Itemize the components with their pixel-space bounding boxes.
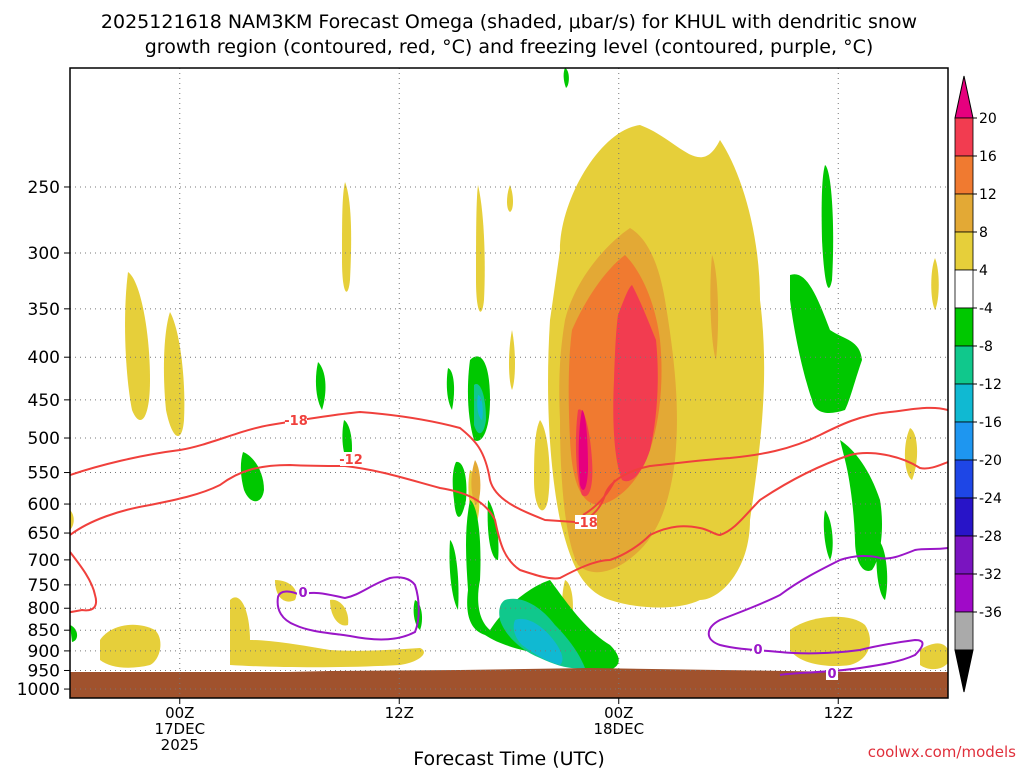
y-tick-label-650: 650 bbox=[28, 524, 60, 544]
colorbar-label-0: 20 bbox=[979, 111, 997, 127]
x-tick-label-24-1: 18DEC bbox=[593, 720, 644, 738]
colorbar-swatch-3 bbox=[954, 231, 974, 271]
colorbar-label-12: -32 bbox=[979, 567, 1002, 583]
x-tick-label-0-1: 17DEC bbox=[154, 720, 205, 738]
colorbar-label-5: -4 bbox=[979, 301, 993, 317]
y-tick-label-400: 400 bbox=[28, 348, 60, 368]
colorbar-swatch-6 bbox=[954, 345, 974, 385]
x-tick-label-36-0: 12Z bbox=[824, 704, 853, 722]
contour-label-dgz-lower: -18 bbox=[574, 516, 598, 531]
x-tick-label-0-0: 00Z bbox=[165, 704, 194, 722]
colorbar-swatch-12 bbox=[954, 573, 974, 613]
grid-lines bbox=[70, 68, 948, 698]
colorbar-swatch-11 bbox=[954, 535, 974, 575]
y-tick-label-550: 550 bbox=[28, 464, 60, 484]
colorbar-label-7: -12 bbox=[979, 377, 1002, 393]
x-tick-label-0-2: 2025 bbox=[161, 736, 199, 754]
y-tick-label-850: 850 bbox=[28, 621, 60, 641]
y-tick-label-300: 300 bbox=[28, 244, 60, 264]
colorbar-swatch-8 bbox=[954, 421, 974, 461]
colorbar-swatch-1 bbox=[954, 155, 974, 195]
contour-label-freezing-1: 0 bbox=[298, 586, 307, 601]
colorbar-swatch-10 bbox=[954, 497, 974, 537]
colorbar-label-4: 4 bbox=[979, 263, 988, 279]
contour-label-freezing-2: 0 bbox=[753, 643, 762, 658]
colorbar-swatch-2 bbox=[954, 193, 974, 233]
y-tick-label-350: 350 bbox=[28, 300, 60, 320]
y-tick-label-500: 500 bbox=[28, 429, 60, 449]
contour-label-dgz-middle: -12 bbox=[339, 453, 363, 468]
y-tick-label-750: 750 bbox=[28, 576, 60, 596]
x-tick-label-12-0: 12Z bbox=[385, 704, 414, 722]
contour-label-freezing-3: 0 bbox=[827, 667, 836, 682]
colorbar-label-13: -36 bbox=[979, 605, 1002, 621]
colorbar-label-8: -16 bbox=[979, 415, 1002, 431]
colorbar-label-6: -8 bbox=[979, 339, 993, 355]
freezing-level-contours bbox=[276, 547, 948, 676]
colorbar-swatch-7 bbox=[954, 383, 974, 423]
plot-area bbox=[70, 68, 948, 698]
y-tick-label-250: 250 bbox=[28, 178, 60, 198]
y-tick-label-1000: 1000 bbox=[17, 680, 60, 700]
x-axis-label: Forecast Time (UTC) bbox=[413, 748, 604, 768]
y-tick-label-450: 450 bbox=[28, 391, 60, 411]
colorbar: 20 16 12 8 4 -4 -8 -12 -16 -20 -24 -28 -32 -36 bbox=[954, 75, 1002, 693]
colorbar-swatch-4 bbox=[954, 269, 974, 309]
omega-peak-region bbox=[578, 410, 588, 490]
x-axis: 00Z17DEC202512Z00Z18DEC12Z00Z19DEC bbox=[154, 698, 853, 754]
y-tick-label-600: 600 bbox=[28, 495, 60, 515]
y-tick-label-800: 800 bbox=[28, 599, 60, 619]
colorbar-swatch-0 bbox=[954, 117, 974, 157]
colorbar-label-3: 8 bbox=[979, 225, 988, 241]
y-tick-label-950: 950 bbox=[28, 661, 60, 681]
y-tick-label-900: 900 bbox=[28, 642, 60, 662]
colorbar-label-11: -28 bbox=[979, 529, 1002, 545]
colorbar-bottom-arrow bbox=[954, 649, 974, 693]
y-axis: 2503003504004505005506006507007508008509… bbox=[17, 178, 70, 700]
colorbar-swatch-13 bbox=[954, 611, 974, 651]
colorbar-label-10: -24 bbox=[979, 491, 1002, 507]
colorbar-swatch-5 bbox=[954, 307, 974, 347]
colorbar-top-arrow bbox=[954, 75, 974, 119]
chart-title-line-2: growth region (contoured, red, °C) and f… bbox=[145, 36, 874, 58]
y-tick-label-700: 700 bbox=[28, 551, 60, 571]
colorbar-label-1: 16 bbox=[979, 149, 997, 165]
chart-title-line-1: 2025121618 NAM3KM Forecast Omega (shaded… bbox=[101, 11, 917, 33]
contour-label-dgz-upper: -18 bbox=[284, 414, 308, 429]
dgz-contours bbox=[70, 406, 948, 613]
colorbar-label-9: -20 bbox=[979, 453, 1002, 469]
colorbar-label-2: 12 bbox=[979, 187, 997, 203]
x-tick-label-24-0: 00Z bbox=[604, 704, 633, 722]
colorbar-swatch-9 bbox=[954, 459, 974, 499]
footer-credit: coolwx.com/models bbox=[868, 743, 1016, 761]
plot-frame bbox=[69, 67, 949, 699]
